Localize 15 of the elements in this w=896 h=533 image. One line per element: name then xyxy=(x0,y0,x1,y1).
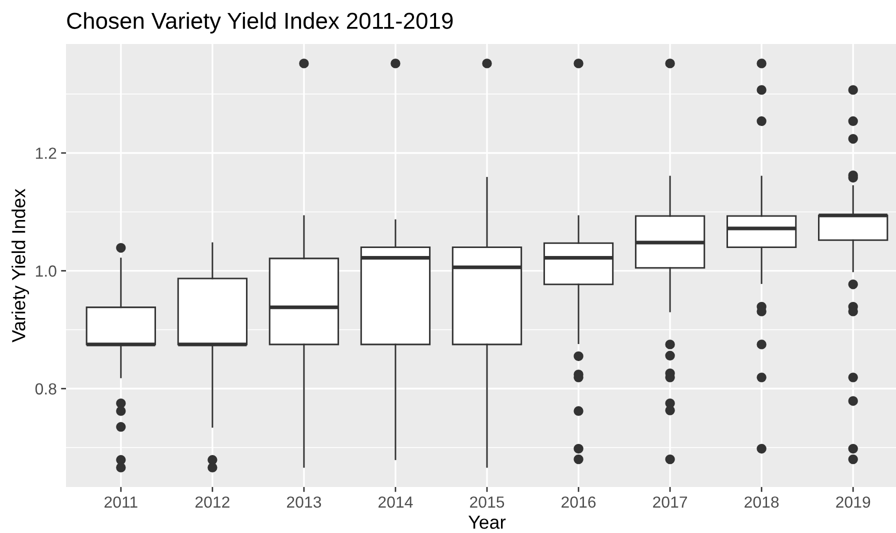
x-tick-label: 2014 xyxy=(378,496,413,508)
x-tick-label: 2016 xyxy=(562,496,596,508)
y-tick-label: 1.2 xyxy=(36,148,56,159)
x-tick-label: 2013 xyxy=(286,496,322,508)
x-tick-label: 2019 xyxy=(836,496,870,508)
y-tick-label: 1.0 xyxy=(36,265,56,277)
x-tick-label: 2018 xyxy=(744,496,779,508)
x-tick-label: 2015 xyxy=(470,496,504,508)
y-axis-title: Variety Yield Index xyxy=(12,188,29,342)
y-tick-label: 0.8 xyxy=(35,383,56,395)
x-tick-label: 2011 xyxy=(104,496,138,508)
x-tick-label: 2012 xyxy=(195,496,230,508)
x-axis-title: Year xyxy=(468,516,506,529)
x-tick-label: 2017 xyxy=(653,496,688,508)
chart-title: Chosen Variety Yield Index 2011-2019 xyxy=(67,12,453,34)
